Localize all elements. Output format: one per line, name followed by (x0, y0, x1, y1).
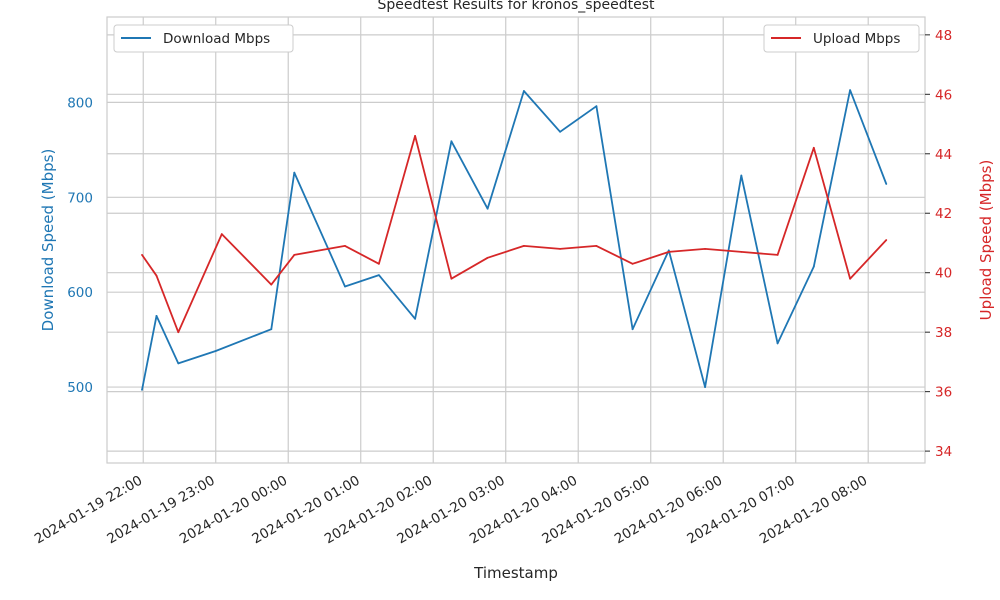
right-tick-label: 36 (935, 385, 952, 401)
chart-title: Speedtest Results for kronos_speedtest (378, 0, 655, 13)
vertical-gridlines (142, 17, 869, 463)
left-tick-label: 800 (67, 95, 93, 111)
right-tick-label: 48 (935, 28, 952, 44)
right-tick-label: 40 (935, 266, 952, 282)
legend-upload-label: Upload Mbps (813, 31, 900, 47)
upload-mbps-point (450, 277, 453, 280)
upload-mbps-point (177, 331, 180, 334)
legend-download-label: Download Mbps (163, 31, 270, 47)
upload-mbps-point (595, 245, 598, 247)
download-mbps-point (155, 315, 158, 317)
download-mbps-point (812, 265, 815, 268)
upload-mbps-point (667, 251, 670, 253)
upload-mbps-point (559, 248, 561, 250)
right-tick-label: 34 (935, 444, 952, 460)
right-tick-label: 46 (935, 87, 952, 103)
upload-mbps-point (270, 283, 273, 286)
upload-mbps-point (776, 254, 779, 256)
upload-mbps-point (141, 254, 143, 256)
upload-mbps-point (486, 256, 489, 259)
upload-mbps-point (378, 262, 380, 265)
upload-mbps-point (414, 135, 416, 137)
upload-mbps-point (631, 262, 634, 265)
upload-mbps-point (344, 245, 346, 247)
left-gridlines (107, 101, 925, 388)
download-mbps-point (141, 389, 143, 391)
download-mbps-point (885, 183, 888, 185)
legend-download: Download Mbps (113, 24, 294, 53)
upload-mbps-line (141, 134, 887, 334)
download-mbps-point (595, 105, 598, 108)
download-mbps-point (667, 249, 670, 252)
download-mbps-point (486, 207, 489, 210)
upload-mbps-point (885, 239, 888, 241)
upload-mbps-point (220, 233, 223, 236)
download-mbps-point (177, 362, 180, 365)
download-mbps-point (450, 140, 453, 143)
download-mbps-point (214, 350, 217, 352)
download-mbps-point (559, 130, 561, 133)
download-mbps-point (414, 317, 416, 320)
legend-download-box (113, 24, 294, 53)
upload-mbps-point (293, 254, 296, 256)
legend-upload: Upload Mbps (763, 24, 920, 53)
left-tick-label: 700 (67, 190, 93, 206)
upload-mbps-point (155, 274, 158, 277)
left-axis-label: Download Speed (Mbps) (39, 149, 57, 332)
upload-mbps-point (740, 251, 743, 253)
download-mbps-point (631, 328, 634, 331)
right-axis-ticks: 34 36 38 40 42 44 46 48 (925, 28, 952, 460)
upload-mbps-point (704, 248, 706, 250)
download-mbps-point (523, 90, 525, 92)
left-tick-label: 500 (67, 380, 93, 396)
download-mbps-point (849, 89, 851, 91)
right-tick-label: 38 (935, 325, 952, 341)
download-mbps-point (378, 274, 380, 276)
left-tick-label: 600 (67, 285, 93, 301)
left-axis-ticks: 500 600 700 800 (67, 95, 93, 396)
download-mbps-point (293, 171, 296, 174)
download-mbps-line (141, 89, 888, 391)
right-tick-label: 42 (935, 206, 952, 222)
upload-mbps-point (812, 146, 815, 149)
upload-mbps-point (523, 245, 525, 247)
x-axis-label: Timestamp (473, 564, 558, 582)
right-axis-label: Upload Speed (Mbps) (977, 160, 995, 321)
plot-frame (106, 16, 926, 464)
legend-upload-box (763, 24, 920, 53)
right-tick-label: 44 (935, 147, 952, 163)
download-mbps-point (704, 386, 706, 388)
series-layer (141, 89, 888, 391)
download-mbps-point (344, 285, 346, 288)
download-mbps-point (776, 342, 779, 345)
download-mbps-point (740, 174, 743, 177)
download-mbps-point (270, 328, 273, 331)
upload-mbps-point (849, 277, 851, 280)
